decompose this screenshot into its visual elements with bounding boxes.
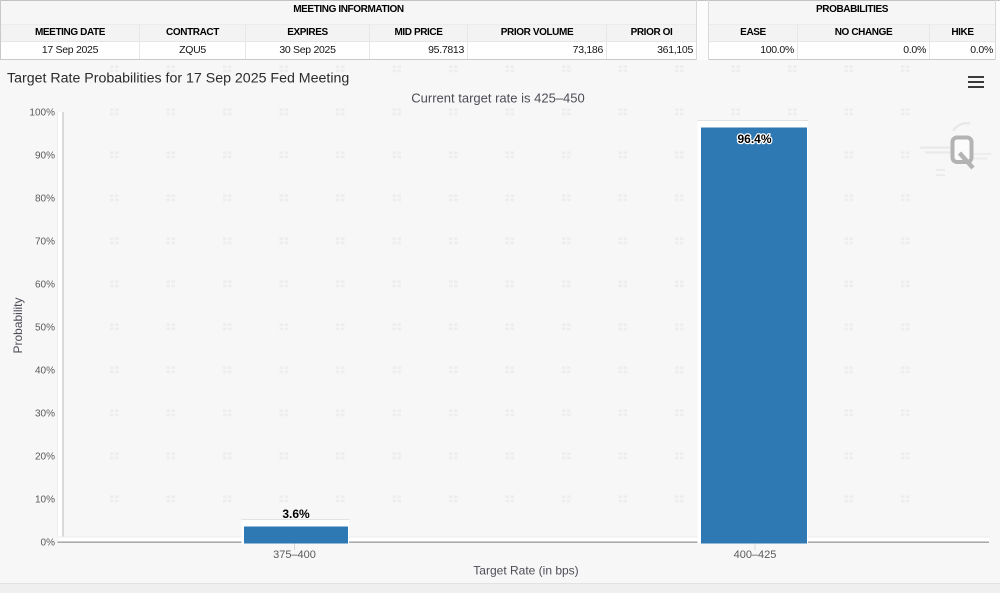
svg-text:3.6%: 3.6% [282, 507, 310, 521]
svg-text:100%: 100% [29, 108, 55, 119]
svg-text:50%: 50% [35, 323, 55, 334]
svg-text:Probability: Probability [11, 297, 25, 353]
svg-text:375–400: 375–400 [273, 549, 316, 561]
svg-text:0%: 0% [41, 538, 56, 549]
svg-text:Target Rate (in bps): Target Rate (in bps) [473, 564, 578, 578]
svg-text:20%: 20% [35, 452, 55, 463]
svg-text:80%: 80% [35, 194, 55, 205]
svg-text:40%: 40% [35, 366, 55, 377]
svg-text:Target Rate Probabilities for: Target Rate Probabilities for 17 Sep 202… [7, 71, 349, 87]
svg-text:Current target rate is 425–450: Current target rate is 425–450 [411, 91, 584, 106]
svg-text:96.4%: 96.4% [737, 132, 771, 146]
svg-text:90%: 90% [35, 151, 55, 162]
svg-text:30%: 30% [35, 409, 55, 420]
svg-text:70%: 70% [35, 237, 55, 248]
svg-text:60%: 60% [35, 280, 55, 291]
svg-text:400–425: 400–425 [734, 549, 777, 561]
svg-text:10%: 10% [35, 495, 55, 506]
